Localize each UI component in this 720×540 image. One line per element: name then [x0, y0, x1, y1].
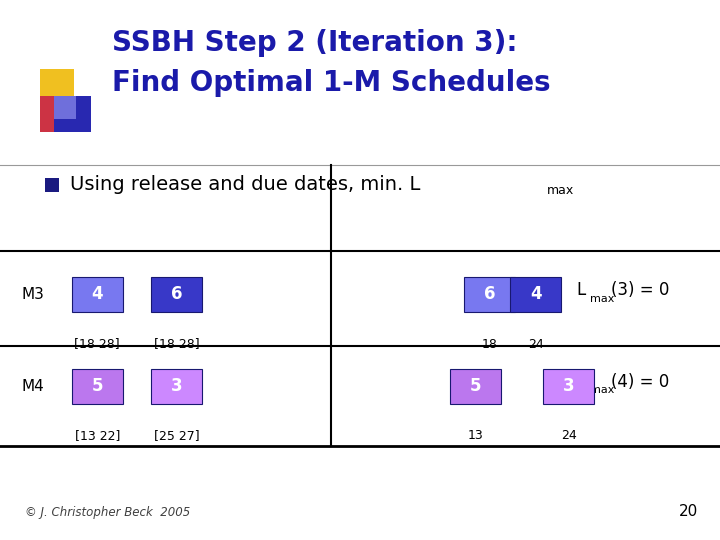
Text: 6: 6	[484, 285, 495, 303]
FancyBboxPatch shape	[151, 277, 202, 312]
FancyBboxPatch shape	[54, 96, 91, 132]
Text: © J. Christopher Beck  2005: © J. Christopher Beck 2005	[25, 507, 191, 519]
FancyBboxPatch shape	[72, 277, 122, 312]
Text: max: max	[590, 294, 615, 303]
Text: 5: 5	[469, 377, 481, 395]
Text: 3: 3	[563, 377, 575, 395]
FancyBboxPatch shape	[40, 69, 74, 100]
Text: 13: 13	[467, 429, 483, 442]
Text: 24: 24	[561, 429, 577, 442]
Text: 4: 4	[91, 285, 103, 303]
FancyBboxPatch shape	[45, 178, 59, 192]
Text: Find Optimal 1-M Schedules: Find Optimal 1-M Schedules	[112, 69, 550, 97]
Text: L: L	[576, 373, 585, 391]
Text: 4: 4	[530, 285, 541, 303]
FancyBboxPatch shape	[40, 96, 61, 132]
FancyBboxPatch shape	[151, 369, 202, 403]
Text: L: L	[576, 281, 585, 299]
Text: [18 28]: [18 28]	[153, 338, 199, 350]
Text: 18: 18	[482, 338, 498, 350]
FancyBboxPatch shape	[54, 96, 76, 119]
FancyBboxPatch shape	[510, 277, 562, 312]
FancyBboxPatch shape	[544, 369, 595, 403]
Text: [13 22]: [13 22]	[74, 429, 120, 442]
Text: 6: 6	[171, 285, 182, 303]
Text: (3) = 0: (3) = 0	[611, 281, 669, 299]
Text: M3: M3	[22, 287, 45, 302]
Text: max: max	[547, 184, 575, 197]
Text: SSBH Step 2 (Iteration 3):: SSBH Step 2 (Iteration 3):	[112, 29, 517, 57]
Text: Using release and due dates, min. L: Using release and due dates, min. L	[70, 175, 420, 194]
Text: (4) = 0: (4) = 0	[611, 373, 669, 391]
Text: 5: 5	[91, 377, 103, 395]
Text: max: max	[590, 386, 615, 395]
Text: [25 27]: [25 27]	[153, 429, 199, 442]
FancyBboxPatch shape	[72, 369, 122, 403]
Text: 20: 20	[679, 504, 698, 519]
FancyBboxPatch shape	[464, 277, 516, 312]
Text: 3: 3	[171, 377, 182, 395]
Text: [18 28]: [18 28]	[74, 338, 120, 350]
Text: 24: 24	[528, 338, 544, 350]
FancyBboxPatch shape	[449, 369, 501, 403]
Text: M4: M4	[22, 379, 45, 394]
